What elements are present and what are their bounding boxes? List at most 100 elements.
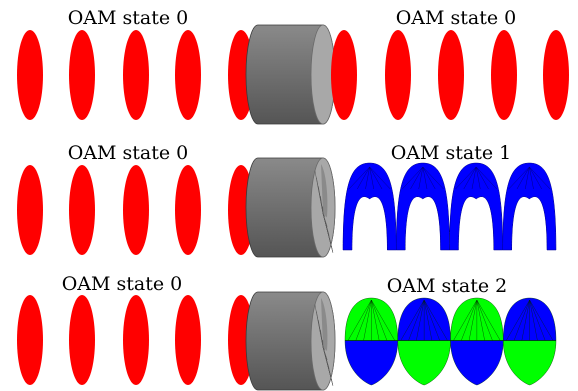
row-2-spiral-phase-plate	[245, 157, 336, 258]
lobe-shade	[400, 299, 425, 341]
helix-shade	[525, 166, 530, 190]
helix-shade	[516, 166, 530, 190]
input-wavefront-4	[175, 30, 201, 120]
lower-lobe-4	[503, 340, 557, 386]
spiral-line	[322, 213, 326, 217]
spiral-line	[322, 346, 326, 351]
helix-shade	[475, 166, 497, 190]
input-wavefront-3	[123, 30, 149, 120]
helix-shade	[529, 166, 551, 190]
lobe-shade	[423, 299, 433, 341]
helix-shade	[471, 166, 477, 190]
spiral-line	[322, 346, 328, 361]
lobe-shade	[363, 299, 372, 341]
spiral-line	[314, 170, 324, 214]
spiral-lines	[314, 170, 334, 254]
lower-lobe-3	[450, 340, 504, 386]
output-wavefront-3	[491, 30, 517, 120]
row-1-flat-cylinder	[245, 24, 336, 125]
helix-shade	[475, 166, 489, 190]
input-wavefront-2	[69, 165, 95, 255]
helix-shade	[369, 166, 391, 190]
lobe-shade	[513, 299, 530, 341]
lobe-shade	[476, 299, 493, 341]
helix-shade	[455, 166, 477, 190]
lobe-shade	[529, 299, 546, 341]
lobe-shade	[476, 299, 501, 341]
row-1-right-label: OAM state 0	[396, 7, 517, 29]
row-3-left-label: OAM state 0	[62, 273, 183, 295]
lobe-shade	[355, 299, 372, 341]
lower-lobe-1	[344, 340, 398, 386]
lobe-shade	[468, 299, 478, 341]
input-wavefront-2	[69, 30, 95, 120]
helix-lobe-3	[449, 162, 504, 251]
spiral-line	[322, 213, 328, 227]
helix-shade	[418, 166, 424, 190]
lobe-shade	[529, 299, 538, 341]
helix-lobe-1	[342, 162, 397, 251]
lobe-shade	[521, 299, 530, 341]
input-wavefront-1	[17, 165, 43, 255]
helix-shade	[529, 166, 542, 190]
helix-shade	[422, 166, 428, 190]
helix-lobe-2	[395, 162, 450, 251]
output-wavefront-exit	[331, 30, 357, 120]
row-3-spiral-phase-plate	[245, 291, 336, 391]
helix-shade	[357, 166, 370, 190]
row-3-right-label: OAM state 2	[387, 275, 508, 297]
lobe-shade	[371, 299, 388, 341]
row-3-double-helical-wavefront	[344, 297, 557, 386]
spiral-lines	[314, 304, 334, 387]
spiral-step	[321, 164, 328, 218]
helix-shade	[369, 166, 374, 190]
input-wavefront-4	[175, 295, 201, 385]
spiral-step	[321, 298, 328, 351]
lobe-shade	[371, 299, 395, 341]
output-wavefront-2	[438, 30, 464, 120]
row-2-right-label: OAM state 1	[391, 142, 512, 164]
row-3-input-wavefronts	[17, 295, 254, 385]
row-2-helical-wavefront	[342, 162, 557, 251]
row-1-left-label: OAM state 0	[68, 7, 189, 29]
helix-lobe-4	[502, 162, 557, 251]
lobe-shade	[461, 299, 478, 341]
input-wavefront-2	[69, 295, 95, 385]
helix-shade	[365, 166, 370, 190]
lobe-shade	[453, 299, 478, 341]
row-2-left-label: OAM state 0	[68, 142, 189, 164]
output-wavefront-4	[543, 30, 569, 120]
helix-shade	[402, 166, 424, 190]
row-1-output-wavefronts	[331, 30, 569, 120]
input-wavefront-1	[17, 295, 43, 385]
helix-shade	[348, 166, 370, 190]
output-wavefront-1	[385, 30, 411, 120]
helix-shade	[529, 166, 534, 190]
helix-shade	[410, 166, 424, 190]
input-wavefront-3	[123, 165, 149, 255]
lobe-shade	[347, 299, 372, 341]
row-2-input-wavefronts	[17, 165, 254, 255]
helix-shade	[508, 166, 530, 190]
helix-shade	[422, 166, 444, 190]
input-wavefront-3	[123, 295, 149, 385]
row-1: OAM state 0 OAM state 0	[17, 7, 569, 125]
lobe-shade	[423, 299, 448, 341]
input-wavefront-1	[17, 30, 43, 120]
row-2: OAM state 0 OAM state 1	[17, 142, 557, 258]
row-1-input-wavefronts	[17, 30, 254, 120]
helix-shade	[422, 166, 436, 190]
input-wavefront-4	[175, 165, 201, 255]
lobe-shade	[506, 299, 530, 341]
row-3: OAM state 0 OAM state 2	[17, 273, 557, 391]
spiral-line	[314, 304, 324, 348]
helix-shade	[475, 166, 481, 190]
helix-shade	[369, 166, 383, 190]
helix-shade	[463, 166, 477, 190]
lobe-shade	[371, 299, 380, 341]
lobe-shade	[476, 299, 485, 341]
lobe-shade	[416, 299, 425, 341]
lower-lobe-2	[397, 340, 451, 386]
lobe-shade	[408, 299, 425, 341]
